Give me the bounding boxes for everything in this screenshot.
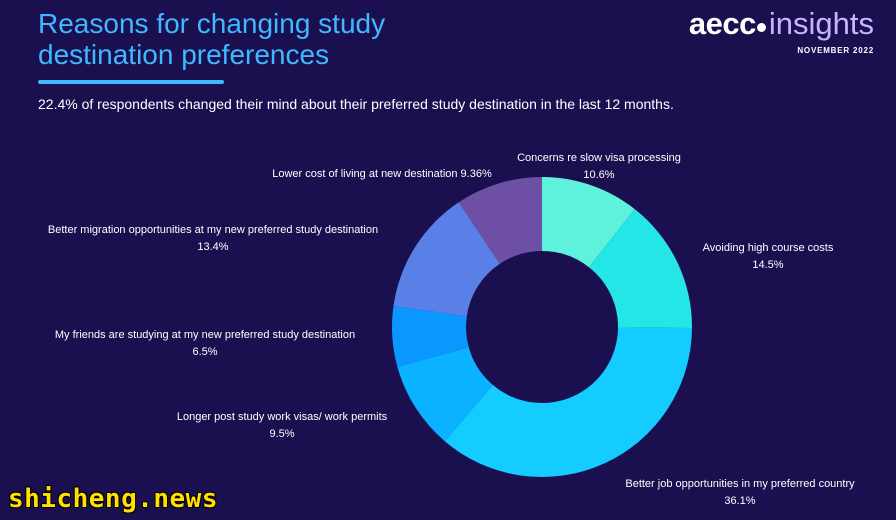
slice-label-1: Concerns re slow visa processing: [517, 152, 681, 164]
slice-value-label-3: 36.1%: [724, 495, 755, 507]
slice-label-4: Longer post study work visas/ work permi…: [177, 411, 388, 423]
donut-slices: [392, 177, 692, 477]
logo-wordmark: aecc insights: [689, 6, 874, 42]
chart-title: Reasons for changing study destination p…: [38, 8, 558, 70]
slice-label-7: Lower cost of living at new destination …: [272, 168, 492, 180]
donut-slice-7: [458, 177, 542, 264]
donut-labels: Concerns re slow visa processing 10.6% Avo…: [48, 152, 855, 507]
chart-title-line1: Reasons for changing study: [38, 8, 386, 39]
aecc-insights-logo: aecc insights NOVEMBER 2022: [689, 6, 874, 55]
title-underline: [38, 80, 224, 84]
donut-slice-4: [397, 347, 493, 442]
logo-brand: aecc: [688, 6, 756, 41]
logo-dot-icon: [756, 23, 766, 32]
report-date: NOVEMBER 2022: [797, 46, 874, 55]
slice-label-3: Better job opportunities in my preferred…: [625, 478, 855, 490]
donut-slice-3: [444, 327, 692, 477]
slice-value-label-5: 6.5%: [192, 346, 217, 358]
chart-subtitle: 22.4% of respondents changed their mind …: [38, 96, 674, 112]
slice-value-label-6: 13.4%: [197, 241, 228, 253]
watermark-text: shicheng.news: [8, 484, 218, 514]
slice-value-label-1: 10.6%: [583, 169, 614, 181]
logo-product: insights: [768, 6, 874, 41]
donut-slice-2: [588, 209, 692, 329]
donut-slice-6: [393, 202, 500, 317]
slice-label-6: Better migration opportunities at my new…: [48, 224, 378, 236]
slice-value-label-2: 14.5%: [752, 259, 783, 271]
slice-label-2: Avoiding high course costs: [703, 242, 834, 254]
donut-slice-5: [392, 306, 469, 367]
slice-value-label-4: 9.5%: [269, 428, 294, 440]
slice-label-5: My friends are studying at my new prefer…: [55, 329, 355, 341]
donut-slice-1: [542, 177, 635, 268]
chart-title-line2: destination preferences: [38, 39, 330, 70]
